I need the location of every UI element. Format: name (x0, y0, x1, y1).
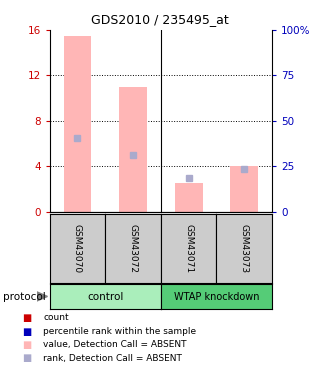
Text: GSM43070: GSM43070 (73, 224, 82, 273)
Text: ■: ■ (22, 354, 32, 363)
Polygon shape (37, 292, 47, 301)
Text: rank, Detection Call = ABSENT: rank, Detection Call = ABSENT (43, 354, 182, 363)
Text: ■: ■ (22, 327, 32, 336)
Bar (175, 183, 203, 212)
Text: ■: ■ (22, 340, 32, 350)
Text: WTAP knockdown: WTAP knockdown (174, 292, 259, 302)
Text: ■: ■ (22, 313, 32, 323)
Bar (63, 36, 91, 212)
Text: control: control (87, 292, 124, 302)
Text: value, Detection Call = ABSENT: value, Detection Call = ABSENT (43, 340, 187, 350)
Text: GSM43071: GSM43071 (184, 224, 193, 273)
Text: GSM43072: GSM43072 (129, 224, 138, 273)
Text: percentile rank within the sample: percentile rank within the sample (43, 327, 196, 336)
Text: protocol: protocol (3, 292, 46, 302)
Bar (119, 87, 147, 212)
Text: GDS2010 / 235495_at: GDS2010 / 235495_at (91, 13, 229, 26)
Text: GSM43073: GSM43073 (240, 224, 249, 273)
Text: count: count (43, 314, 69, 322)
Bar (230, 166, 258, 212)
